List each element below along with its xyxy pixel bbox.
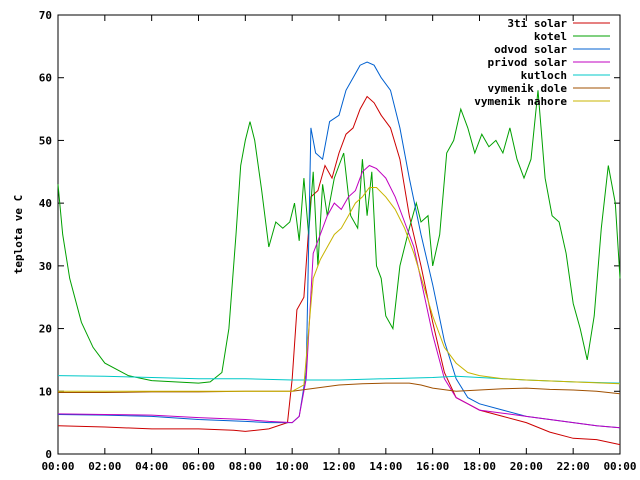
x-tick-label: 02:00 (88, 460, 121, 473)
x-tick-label: 14:00 (369, 460, 402, 473)
legend-entry-label: privod solar (488, 56, 568, 69)
axis-ticks: 0 10 20 30 40 50 60 70 00:00 02:00 04:00 06:00 08:00… (39, 9, 637, 473)
legend-entry-label: kotel (534, 30, 567, 43)
x-tick-label: 10:00 (276, 460, 309, 473)
x-tick-label: 12:00 (322, 460, 355, 473)
x-tick-label: 22:00 (557, 460, 590, 473)
legend-entry-label: vymenik nahore (474, 95, 567, 108)
x-tick-label: 06:00 (182, 460, 215, 473)
series-lines (57, 61, 621, 446)
legend-entry-label: kutloch (521, 69, 567, 82)
x-tick-label: 04:00 (135, 460, 168, 473)
x-tick-label: 00:00 (603, 460, 636, 473)
y-axis-label: teplota ve C (12, 195, 25, 274)
legend-entry-label: 3ti solar (507, 17, 567, 30)
y-tick-label: 10 (39, 385, 52, 398)
x-tick-label: 20:00 (510, 460, 543, 473)
series-line-3 (57, 164, 621, 429)
y-tick-label: 20 (39, 323, 52, 336)
x-tick-label: 00:00 (41, 460, 74, 473)
y-tick-label: 50 (39, 134, 52, 147)
x-tick-label: 18:00 (463, 460, 496, 473)
legend-entry-label: odvod solar (494, 43, 567, 56)
y-tick-label: 70 (39, 9, 52, 22)
series-line-6 (58, 187, 621, 392)
y-tick-label: 30 (39, 260, 52, 273)
y-tick-label: 0 (45, 448, 52, 461)
series-line-5 (58, 382, 621, 395)
x-tick-label: 08:00 (229, 460, 262, 473)
y-tick-label: 40 (39, 197, 52, 210)
legend-entry-label: vymenik dole (488, 82, 568, 95)
x-tick-label: 16:00 (416, 460, 449, 473)
series-line-4 (57, 375, 621, 384)
series-line-1 (57, 90, 621, 384)
y-tick-label: 60 (39, 72, 52, 85)
